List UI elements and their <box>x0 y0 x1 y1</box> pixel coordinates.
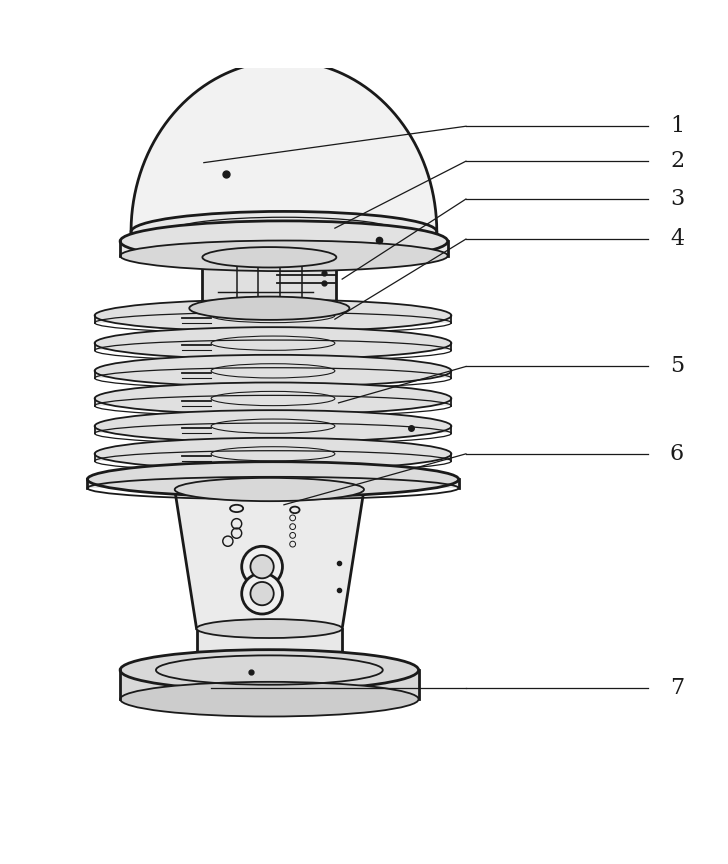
Ellipse shape <box>87 461 459 497</box>
Polygon shape <box>95 426 451 434</box>
Ellipse shape <box>202 247 336 268</box>
Text: 2: 2 <box>670 150 684 172</box>
Polygon shape <box>95 371 451 378</box>
Ellipse shape <box>120 650 419 690</box>
Text: 1: 1 <box>670 115 684 137</box>
Polygon shape <box>95 454 451 461</box>
Ellipse shape <box>175 478 364 501</box>
Ellipse shape <box>95 383 451 415</box>
Ellipse shape <box>95 355 451 387</box>
Polygon shape <box>87 480 459 488</box>
Polygon shape <box>197 629 342 665</box>
Polygon shape <box>175 490 364 629</box>
Circle shape <box>250 582 274 606</box>
Circle shape <box>250 555 274 578</box>
Ellipse shape <box>120 221 448 262</box>
Ellipse shape <box>120 240 448 271</box>
Polygon shape <box>131 60 437 232</box>
Ellipse shape <box>189 296 349 320</box>
Text: 6: 6 <box>670 443 684 465</box>
Polygon shape <box>95 343 451 351</box>
Ellipse shape <box>197 619 342 638</box>
Polygon shape <box>95 315 451 323</box>
Ellipse shape <box>95 410 451 442</box>
Polygon shape <box>120 241 448 256</box>
Polygon shape <box>202 257 336 308</box>
Text: 3: 3 <box>670 188 684 210</box>
Ellipse shape <box>95 327 451 359</box>
Circle shape <box>242 573 282 614</box>
Ellipse shape <box>95 438 451 470</box>
Circle shape <box>242 546 282 587</box>
Ellipse shape <box>131 212 437 252</box>
Text: 5: 5 <box>670 355 684 378</box>
Ellipse shape <box>120 682 419 716</box>
Text: 4: 4 <box>670 228 684 250</box>
Polygon shape <box>95 398 451 406</box>
Text: 7: 7 <box>670 677 684 699</box>
Ellipse shape <box>95 300 451 332</box>
Polygon shape <box>120 670 419 699</box>
